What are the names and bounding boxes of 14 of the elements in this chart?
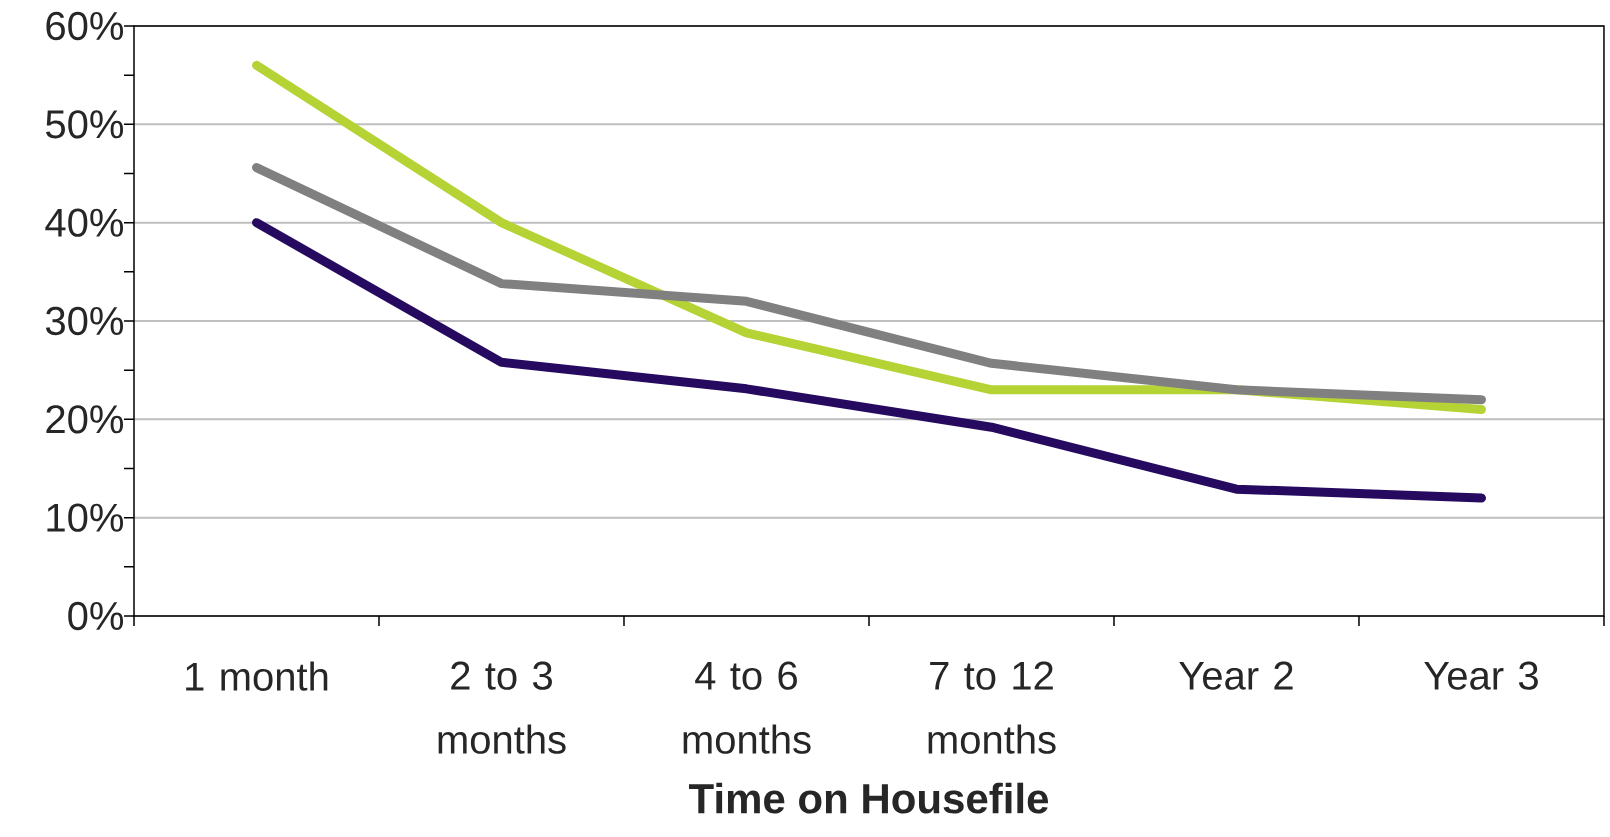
y-tick-label: 20% (46, 405, 124, 434)
x-tick-label: 1 month (186, 661, 328, 691)
y-tick-label: 40% (45, 208, 124, 237)
x-tick-label: 4 to 6 months (683, 661, 811, 754)
x-axis-title: Time on Housefile (688, 782, 1049, 814)
y-tick-label: 10% (47, 503, 124, 532)
x-tick-label: Year 3 (1424, 661, 1538, 690)
x-tick-label: 7 to 12 months (928, 661, 1056, 754)
x-tick-label: 2 to 3 months (438, 661, 566, 754)
y-tick-label: 60% (46, 11, 124, 41)
y-tick-label: 30% (45, 306, 124, 336)
x-tick-label: Year 2 (1179, 661, 1293, 690)
y-tick-label: 0% (68, 601, 124, 631)
y-tick-label: 50% (46, 110, 124, 139)
